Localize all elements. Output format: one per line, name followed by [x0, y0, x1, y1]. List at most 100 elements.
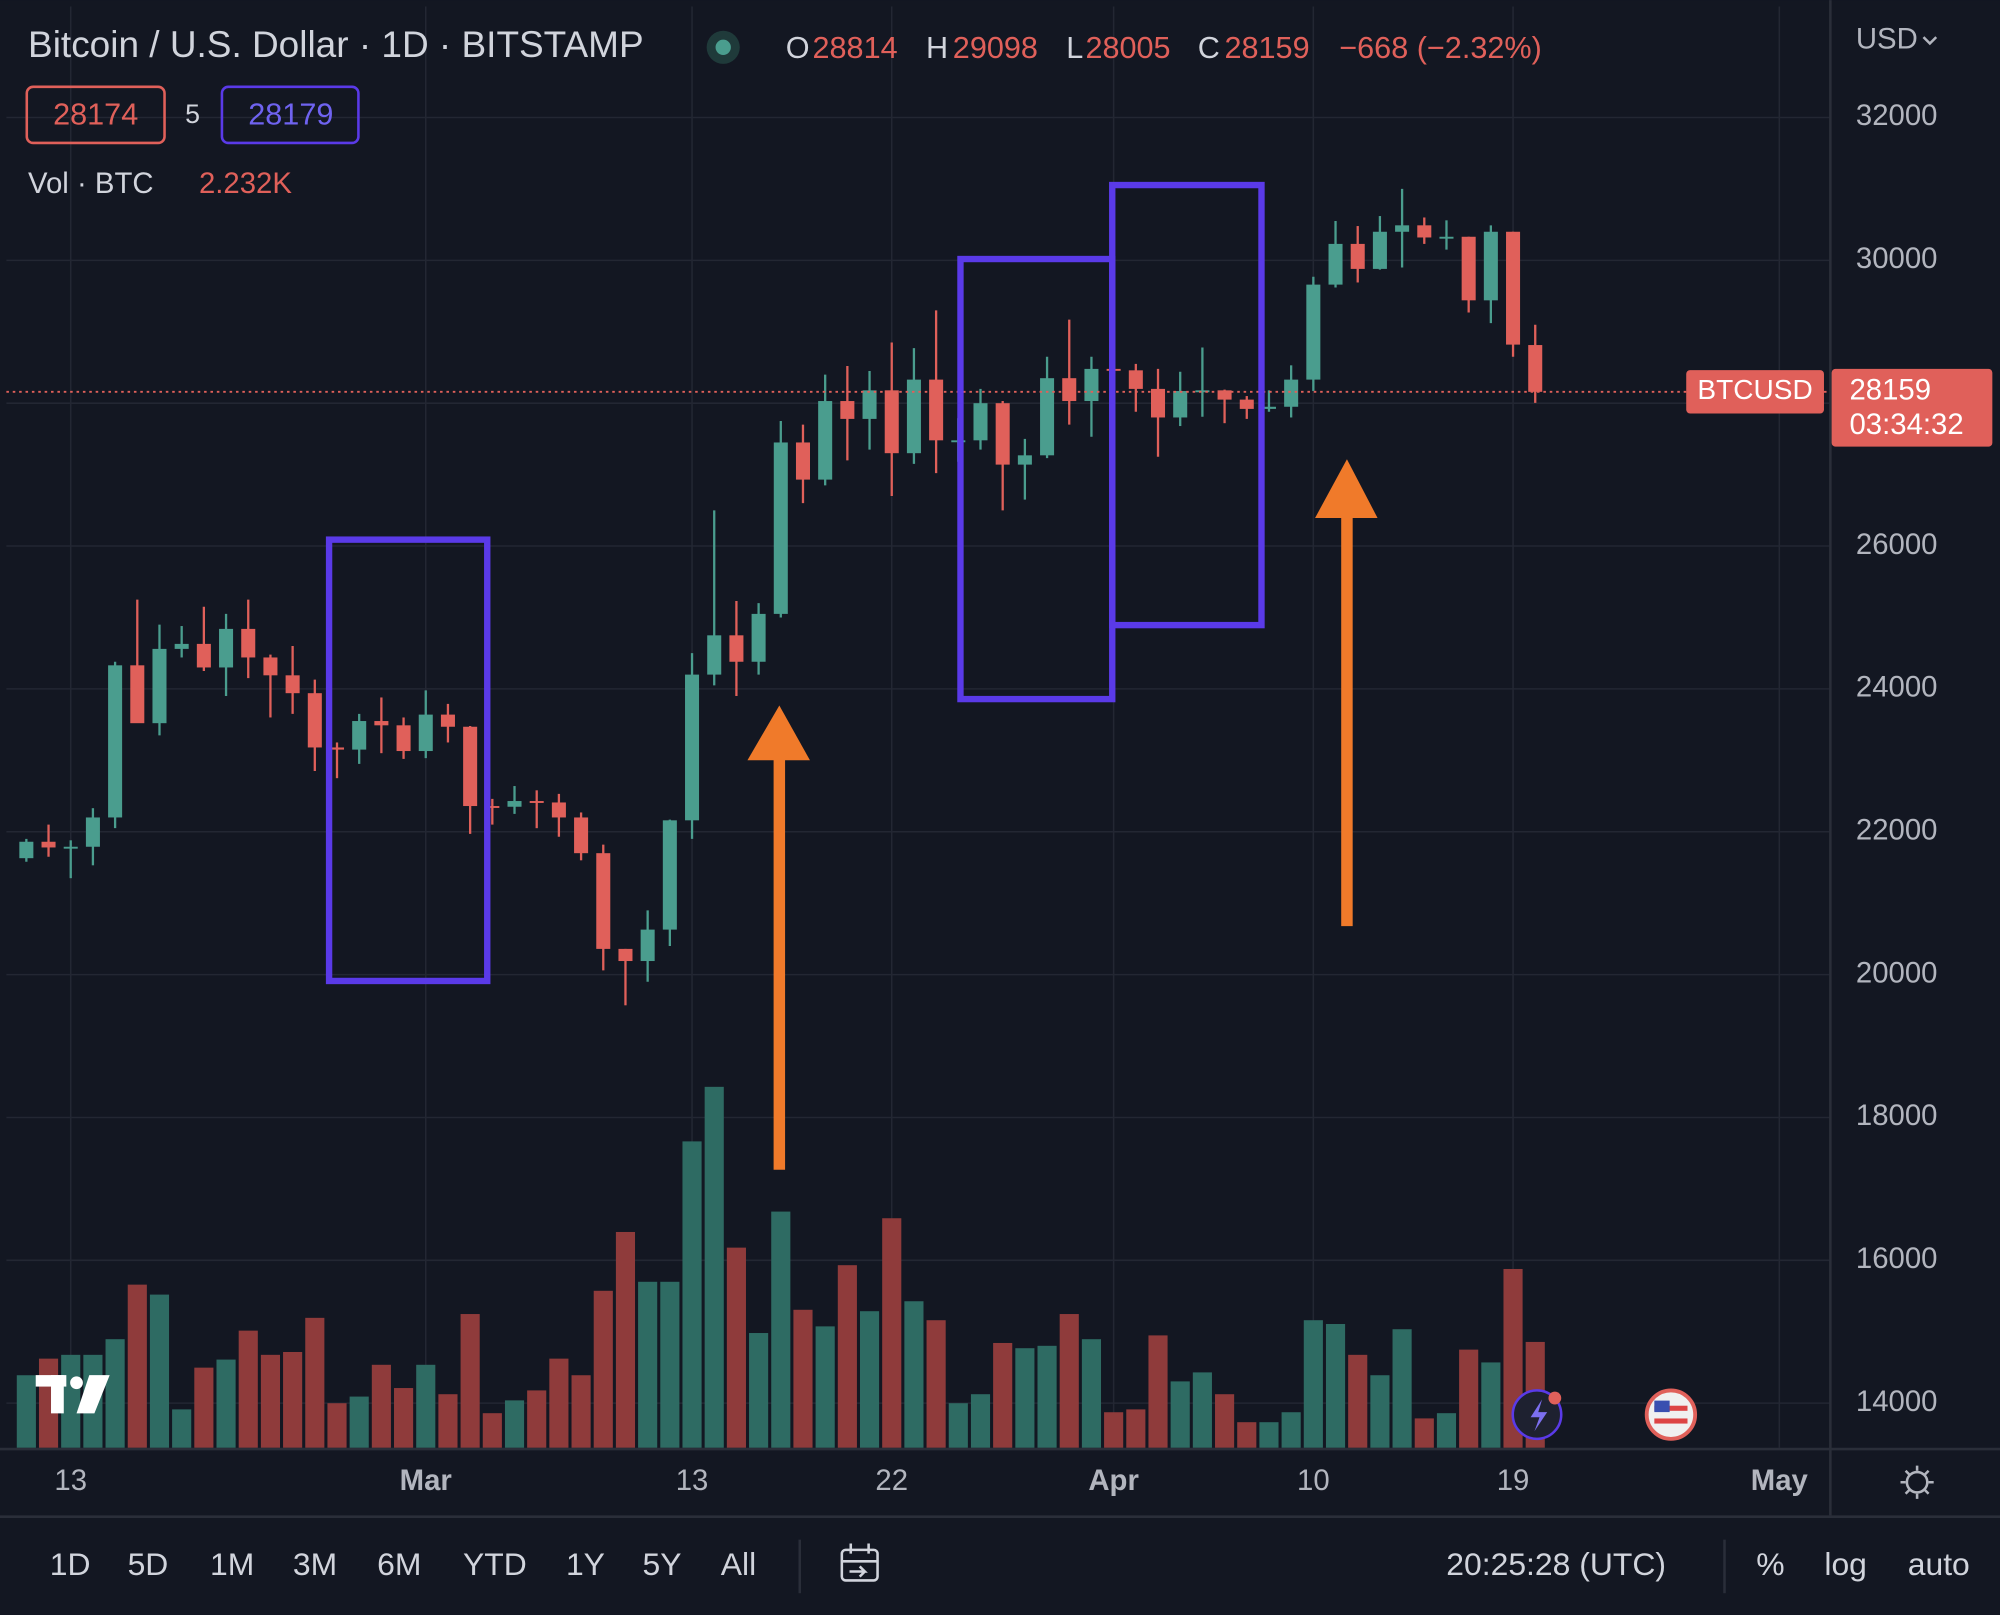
range-button[interactable]: 6M: [377, 1546, 421, 1582]
candle-body: [995, 403, 1010, 465]
y-tick-label: 24000: [1856, 671, 1938, 704]
price-tag: [1831, 368, 1993, 447]
volume-bar: [793, 1309, 813, 1448]
volume-bar: [127, 1284, 147, 1448]
chevron: [1922, 36, 1938, 46]
x-tick-label: May: [1751, 1464, 1809, 1497]
range-button[interactable]: 1M: [210, 1546, 254, 1582]
volume-bar: [815, 1326, 835, 1448]
candle-body: [418, 714, 433, 752]
logo-part: [51, 1375, 64, 1414]
candle-body: [329, 747, 345, 750]
candle-body: [818, 401, 833, 480]
candle-body: [174, 643, 189, 649]
candle-body: [1062, 378, 1077, 402]
candle-body: [1328, 243, 1343, 285]
candle-body: [751, 613, 766, 662]
volume-bar: [1081, 1339, 1102, 1448]
range-button[interactable]: YTD: [463, 1546, 527, 1582]
flag-icon[interactable]: [1644, 1388, 1698, 1441]
candle-body: [440, 714, 455, 727]
volume-title: Vol · BTC: [28, 167, 154, 200]
annotations: [325, 181, 1265, 985]
volume-bar: [1170, 1381, 1190, 1448]
candle-body: [85, 817, 100, 847]
volume-bar: [283, 1351, 303, 1448]
candle-body: [1084, 368, 1099, 402]
price-tag-countdown: 03:34:32: [1849, 408, 1963, 441]
volume-bar: [416, 1364, 436, 1448]
annotation-box: [325, 536, 491, 985]
candle-body: [884, 390, 899, 454]
candle-body: [219, 628, 234, 668]
y-tick-label: 20000: [1856, 956, 1938, 989]
ohlc-value: 29098: [953, 31, 1038, 65]
candle-body: [41, 841, 56, 848]
candle-body: [640, 929, 655, 962]
settings[interactable]: [1900, 1465, 1934, 1499]
range-button[interactable]: 5D: [128, 1546, 169, 1582]
candle-body: [906, 379, 921, 454]
volume-bar: [1126, 1409, 1146, 1448]
candle-body: [685, 674, 700, 821]
candle-body: [1261, 406, 1276, 409]
price-tag-value: 28159: [1849, 374, 1931, 407]
range-button[interactable]: All: [721, 1546, 756, 1582]
volume-bar: [1392, 1329, 1412, 1448]
bolt: [1530, 1399, 1548, 1432]
candle-body: [1395, 225, 1410, 232]
volume-bar: [660, 1281, 680, 1448]
volume-bar: [771, 1211, 791, 1448]
price-pane: [6, 188, 1831, 1006]
range-button[interactable]: 1D: [50, 1546, 91, 1582]
clock[interactable]: 20:25:28 (UTC): [1446, 1546, 1666, 1582]
axes: 1400016000180002000022000240002600028000…: [54, 99, 1993, 1497]
volume-bar: [327, 1403, 347, 1448]
volume-bar: [993, 1342, 1013, 1448]
volume-bar: [926, 1320, 946, 1448]
sell-button[interactable]: [25, 85, 166, 145]
volume-bar: [1481, 1362, 1501, 1448]
volume-bar: [1259, 1422, 1279, 1448]
volume-bar: [1192, 1372, 1212, 1448]
date-range-icon[interactable]: [840, 1543, 879, 1582]
sell-price[interactable]: 28174: [53, 97, 138, 131]
candle-body: [707, 635, 722, 675]
volume-bar: [305, 1317, 325, 1448]
auto-toggle[interactable]: auto: [1908, 1546, 1970, 1582]
tv-logo: [35, 1375, 110, 1414]
candle-body: [1506, 231, 1521, 345]
logo-part: [76, 1375, 110, 1414]
range-button[interactable]: 1Y: [566, 1546, 605, 1582]
candle-body: [1284, 379, 1299, 407]
currency-selector[interactable]: USD: [1856, 23, 1918, 56]
y-tick-label: 22000: [1856, 813, 1938, 846]
volume-bar: [105, 1339, 125, 1448]
candle-body: [840, 401, 855, 419]
log-toggle[interactable]: log: [1824, 1546, 1867, 1582]
symbol-tag-label: BTCUSD: [1697, 374, 1812, 405]
ohlc-label: H: [926, 31, 948, 65]
volume-bar: [638, 1281, 658, 1448]
volume-bar: [61, 1354, 81, 1448]
candle-body: [307, 693, 322, 748]
range-button[interactable]: 3M: [293, 1546, 337, 1582]
candle-body: [1483, 231, 1498, 301]
ohlc-value: 28159: [1224, 31, 1309, 65]
volume-bar: [1059, 1314, 1079, 1448]
candle-body: [1239, 399, 1254, 409]
ohlc-value: 28005: [1085, 31, 1170, 65]
candle-body: [485, 806, 500, 808]
range-button[interactable]: 5Y: [642, 1546, 681, 1582]
volume-bar: [260, 1354, 280, 1448]
x-tick-label: 13: [676, 1464, 709, 1497]
candle-body: [1128, 370, 1143, 389]
volume-bar: [837, 1265, 857, 1448]
percent-toggle[interactable]: %: [1756, 1546, 1784, 1582]
ohlc-legend: O 28814 H 29098 L 28005 C 28159 −668 (−2…: [786, 31, 1542, 65]
candle-body: [529, 801, 544, 803]
y-tick-label: 32000: [1856, 99, 1938, 132]
buy-button[interactable]: [220, 85, 360, 145]
volume-bar: [504, 1400, 525, 1448]
buy-price[interactable]: 28179: [248, 97, 333, 131]
